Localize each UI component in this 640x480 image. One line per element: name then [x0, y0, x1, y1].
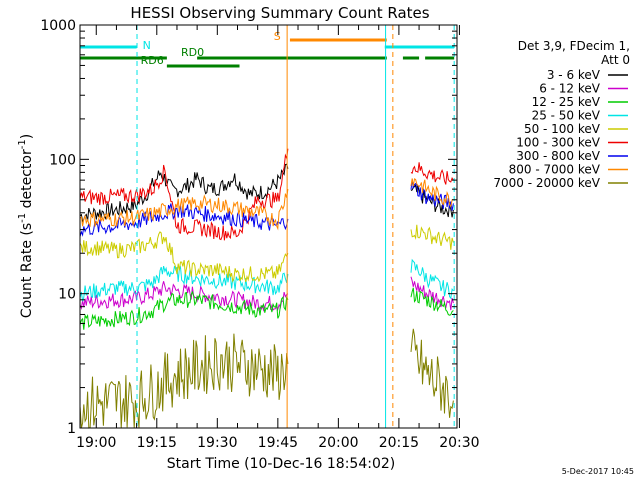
series-line	[410, 178, 454, 209]
x-tick-label: 20:15	[379, 435, 419, 451]
vlines-layer	[136, 25, 455, 428]
x-tick-label: 20:00	[318, 435, 358, 451]
y-tick-label: 10	[58, 287, 76, 303]
y-axis-label-part: Count Rate (s	[19, 223, 35, 318]
series-line	[79, 333, 289, 429]
y-axis-label-part: detector	[19, 149, 35, 213]
flag-label: RD0	[181, 46, 204, 59]
x-tick-label: 20:30	[439, 435, 479, 451]
series-line	[410, 179, 454, 211]
y-axis-label-sup: -1	[17, 213, 28, 223]
series-line	[79, 290, 289, 330]
legend-label: 6 - 12 keV	[539, 82, 601, 96]
generation-timestamp: 5-Dec-2017 10:45	[562, 467, 634, 476]
plot-frame	[79, 24, 458, 429]
flags-layer: N S RD0 RD6	[80, 30, 455, 68]
series-layer	[79, 148, 454, 429]
y-axis-label-part: )	[19, 134, 35, 139]
y-axis-label: Count Rate (s-1 detector-1)	[17, 134, 35, 318]
y-axis-label-sup: -1	[17, 139, 28, 149]
flag-label: S	[274, 30, 281, 43]
y-tick-label: 1	[67, 421, 76, 437]
series-line	[410, 287, 454, 316]
y-tick-label: 1000	[40, 18, 76, 34]
legend-label: 800 - 7000 keV	[509, 163, 601, 177]
legend-header-line-2: Att 0	[601, 53, 630, 67]
series-line	[410, 258, 454, 300]
legend-label: 25 - 50 keV	[532, 109, 601, 123]
legend-label: 100 - 300 keV	[516, 136, 600, 150]
legend-label: 12 - 25 keV	[532, 95, 601, 109]
ticks-layer: 19:00 19:15 19:30 19:45 20:00 20:15 20:30 1 10 10…	[40, 18, 479, 451]
legend-label: 300 - 800 keV	[516, 149, 600, 163]
y-tick-label: 100	[49, 152, 76, 168]
flag-label: N	[143, 39, 151, 52]
legend-label: 50 - 100 keV	[524, 122, 601, 136]
x-tick-label: 19:30	[197, 435, 237, 451]
series-line	[79, 265, 289, 302]
series-line	[410, 162, 454, 185]
x-tick-label: 19:00	[76, 435, 116, 451]
series-line	[79, 189, 289, 231]
series-line	[79, 148, 289, 241]
series-line	[79, 231, 289, 283]
flag-label: RD6	[141, 54, 164, 67]
series-line	[79, 203, 289, 237]
legend-label: 7000 - 20000 keV	[493, 176, 600, 190]
x-tick-label: 19:45	[258, 435, 298, 451]
series-line	[79, 281, 289, 312]
x-tick-label: 19:15	[137, 435, 177, 451]
series-line	[410, 328, 454, 418]
chart-title: HESSI Observing Summary Count Rates	[130, 4, 429, 22]
legend-label: 3 - 6 keV	[547, 68, 601, 82]
series-line	[79, 163, 289, 224]
legend-header-line-1: Det 3,9, FDecim 1,	[518, 39, 630, 53]
series-line	[410, 224, 454, 250]
x-axis-label: Start Time (10-Dec-16 18:54:02)	[167, 456, 395, 472]
